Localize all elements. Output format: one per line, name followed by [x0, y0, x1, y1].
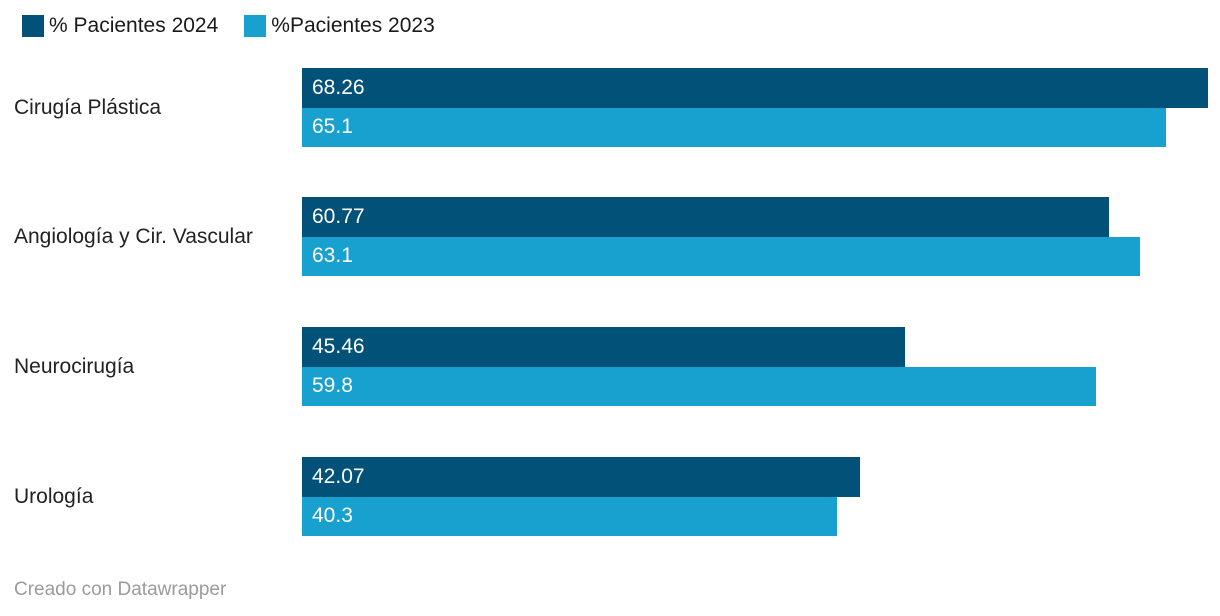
bar-group-angiologia: Angiología y Cir. Vascular 60.77 63.1: [0, 197, 1220, 276]
attribution-text: Creado con Datawrapper: [14, 579, 227, 600]
legend-label-2023: %Pacientes 2023: [271, 14, 435, 37]
bar-value-label: 63.1: [312, 244, 353, 268]
bar-group-urologia: Urología 42.07 40.3: [0, 457, 1220, 536]
bar-group-neurocirugia: Neurocirugía 45.46 59.8: [0, 327, 1220, 406]
category-label: Angiología y Cir. Vascular: [14, 224, 253, 248]
legend-item-2024: % Pacientes 2024: [22, 14, 218, 38]
category-label: Neurocirugía: [14, 354, 135, 378]
bar-track: 42.07 40.3: [302, 457, 1208, 536]
bar-value-label: 42.07: [312, 464, 365, 488]
bar-value-label: 65.1: [312, 115, 353, 139]
legend-label-2024: % Pacientes 2024: [49, 14, 219, 37]
legend-swatch-2024: [22, 15, 44, 37]
bar-2024: 42.07: [302, 457, 861, 497]
bar-2023: 59.8: [302, 366, 1096, 406]
legend-item-2023: %Pacientes 2023: [244, 14, 435, 38]
bar-value-label: 45.46: [312, 334, 365, 358]
bar-value-label: 59.8: [312, 374, 353, 398]
bar-value-label: 60.77: [312, 204, 365, 228]
bar-2024: 68.26: [302, 68, 1208, 108]
category-label: Urología: [14, 484, 94, 508]
bar-track: 60.77 63.1: [302, 197, 1208, 276]
bar-2023: 40.3: [302, 496, 837, 536]
bar-value-label: 40.3: [312, 504, 353, 528]
bar-value-label: 68.26: [312, 75, 365, 99]
bar-track: 45.46 59.8: [302, 327, 1208, 406]
bar-2024: 45.46: [302, 327, 906, 367]
bar-2023: 63.1: [302, 236, 1140, 276]
legend-swatch-2023: [244, 15, 267, 37]
bar-2024: 60.77: [302, 197, 1109, 237]
bar-2023: 65.1: [302, 107, 1167, 147]
category-label: Cirugía Plástica: [14, 95, 162, 119]
legend: % Pacientes 2024 %Pacientes 2023: [22, 14, 435, 38]
bar-group-cirugia-plastica: Cirugía Plástica 68.26 65.1: [0, 68, 1220, 147]
bar-track: 68.26 65.1: [302, 68, 1208, 147]
